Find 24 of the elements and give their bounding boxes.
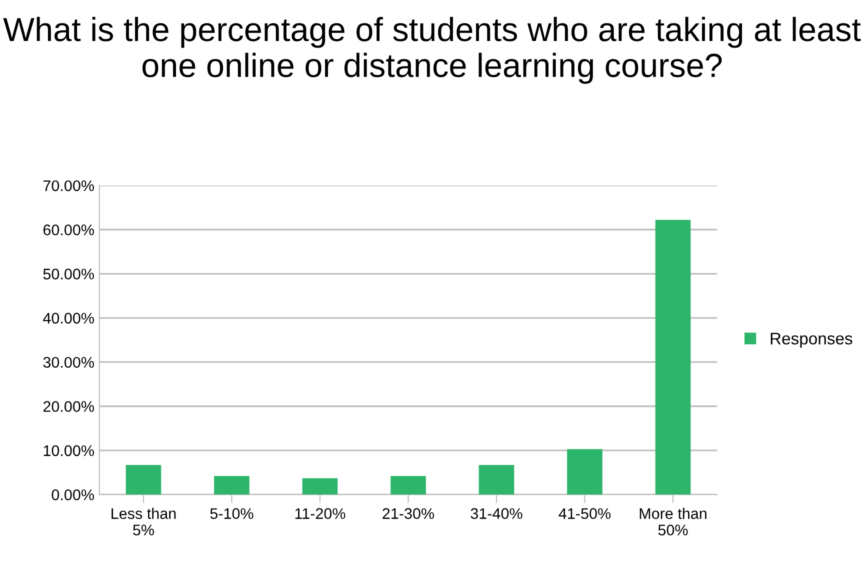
- y-tick-label: 50.00%: [43, 268, 94, 280]
- chart-title: What is the percentage of students who are taking at least one online or distance learning course?: [3, 16, 861, 84]
- bar: [390, 476, 426, 495]
- y-tick-label: 40.00%: [43, 312, 94, 324]
- x-tick-label: More than 50%: [640, 508, 706, 536]
- x-tick-label: 31-40%: [470, 508, 522, 519]
- bar: [655, 220, 691, 495]
- bar: [126, 464, 162, 495]
- x-tick-label: 11-20%: [295, 508, 346, 519]
- x-tick-label: 5-10%: [210, 508, 254, 519]
- bar: [567, 449, 602, 495]
- x-tick-label: 21-30%: [382, 508, 434, 519]
- bar: [302, 478, 338, 495]
- bar: [478, 464, 514, 495]
- y-tick-label: 0.00%: [52, 489, 94, 500]
- bar: [214, 476, 250, 495]
- legend-label: Responses: [770, 332, 852, 348]
- y-tick-label: 60.00%: [43, 224, 94, 236]
- y-tick-label: 10.00%: [44, 445, 94, 456]
- y-tick-label: 20.00%: [43, 401, 94, 412]
- x-tick-label: 41-50%: [558, 508, 611, 519]
- x-tick-label: Less than 5%: [112, 508, 176, 536]
- y-tick-label: 70.00%: [43, 180, 94, 192]
- y-tick-label: 30.00%: [43, 356, 94, 368]
